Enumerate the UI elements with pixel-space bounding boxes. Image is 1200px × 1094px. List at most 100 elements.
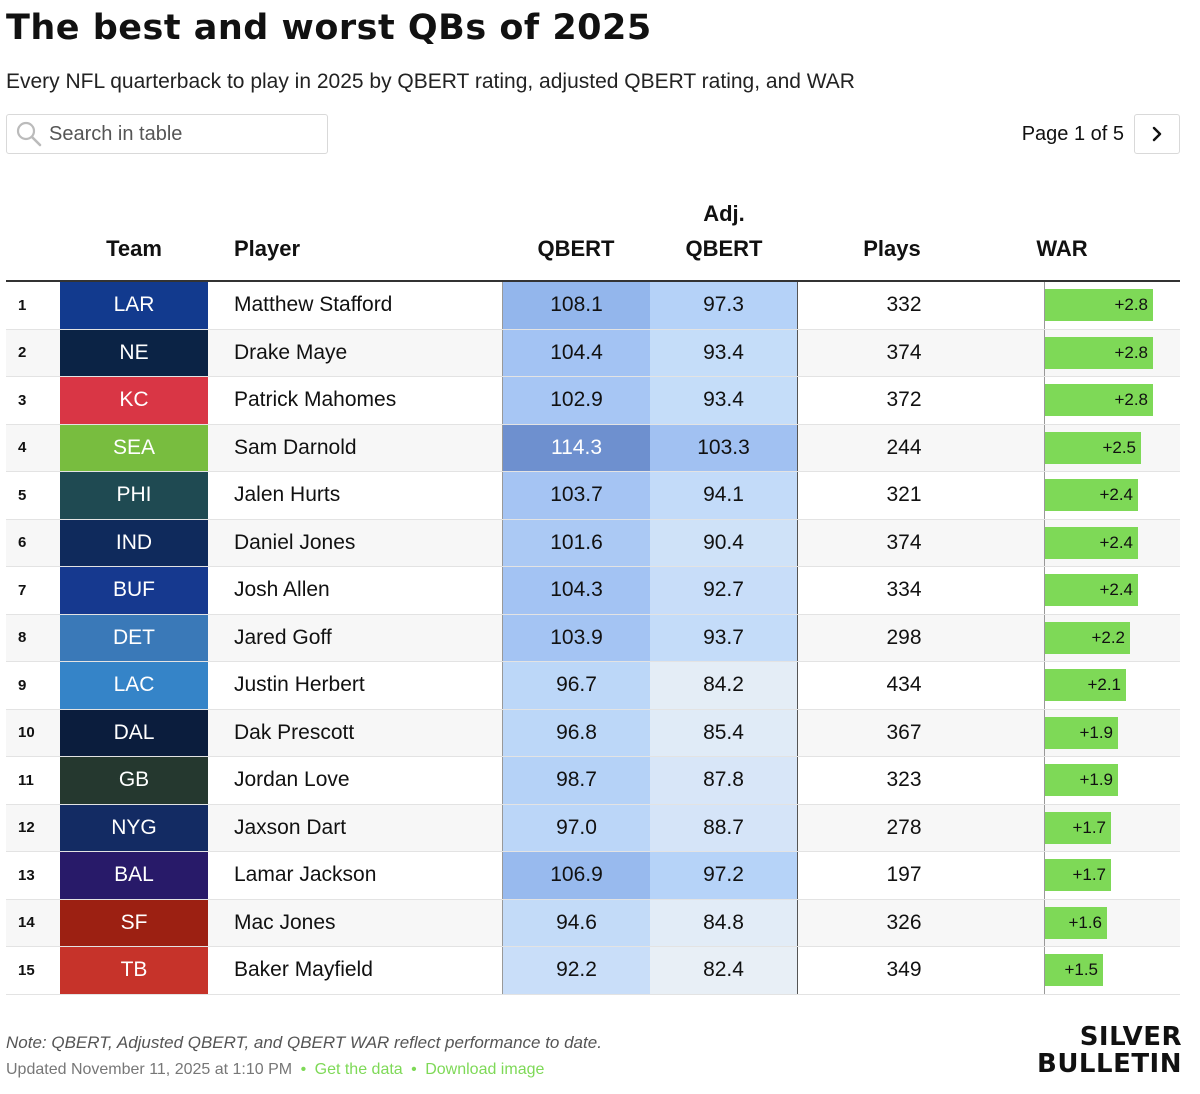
- adj-qbert-cell: 84.8: [650, 899, 798, 946]
- war-cell: +1.5: [1044, 947, 1180, 994]
- column-header-team[interactable]: Team: [106, 235, 162, 261]
- player-cell: Jared Goff: [234, 625, 332, 649]
- adj-qbert-cell: 94.1: [650, 472, 798, 519]
- war-bar: +2.8: [1045, 289, 1153, 322]
- war-bar: +2.8: [1045, 384, 1153, 417]
- player-cell: Justin Herbert: [234, 673, 365, 697]
- war-bar: +2.4: [1045, 479, 1138, 512]
- table-row: 15 TB Baker Mayfield 92.2 82.4 349 +1.5: [6, 947, 1180, 995]
- team-cell: BUF: [60, 567, 208, 614]
- war-cell: +2.8: [1044, 377, 1180, 424]
- column-header-war[interactable]: WAR: [1036, 235, 1088, 261]
- war-cell: +2.8: [1044, 329, 1180, 376]
- rank-cell: 7: [18, 581, 27, 599]
- rank-cell: 12: [18, 819, 35, 837]
- plays-cell: 332: [886, 293, 922, 317]
- rank-cell: 3: [18, 391, 27, 409]
- column-header-adj-line2: QBERT: [685, 235, 763, 261]
- column-header-qbert[interactable]: QBERT: [537, 235, 615, 261]
- get-data-link[interactable]: Get the data: [314, 1061, 403, 1078]
- player-cell: Baker Mayfield: [234, 958, 373, 982]
- column-header-adj-qbert[interactable]: Adj. QBERT: [650, 196, 798, 266]
- war-bar: +1.7: [1045, 859, 1111, 892]
- qbert-cell: 97.0: [502, 804, 650, 851]
- war-bar: +2.4: [1045, 526, 1138, 559]
- footnote: Note: QBERT, Adjusted QBERT, and QBERT W…: [6, 1033, 602, 1052]
- qbert-cell: 104.3: [502, 567, 650, 614]
- team-cell: LAR: [60, 282, 208, 329]
- adj-qbert-cell: 92.7: [650, 567, 798, 614]
- war-cell: +2.5: [1044, 424, 1180, 471]
- plays-cell: 334: [886, 578, 922, 602]
- page-indicator: Page 1 of 5: [1021, 122, 1124, 145]
- search-input[interactable]: [49, 122, 319, 146]
- rank-cell: 9: [18, 676, 27, 694]
- rank-cell: 8: [18, 629, 27, 647]
- table-header: Team Player QBERT Adj. QBERT Plays WAR: [6, 190, 1180, 282]
- plays-cell: 197: [886, 863, 922, 887]
- player-cell: Jalen Hurts: [234, 483, 341, 507]
- plays-cell: 323: [886, 768, 922, 792]
- plays-cell: 434: [886, 673, 922, 697]
- qbert-cell: 114.3: [502, 424, 650, 471]
- separator-dot: •: [411, 1061, 417, 1078]
- table-row: 9 LAC Justin Herbert 96.7 84.2 434 +2.1: [6, 662, 1180, 710]
- war-bar: +2.1: [1045, 669, 1126, 702]
- adj-qbert-cell: 97.2: [650, 852, 798, 899]
- column-header-plays[interactable]: Plays: [863, 235, 921, 261]
- adj-qbert-cell: 85.4: [650, 709, 798, 756]
- war-cell: +1.7: [1044, 852, 1180, 899]
- plays-cell: 374: [886, 340, 922, 364]
- player-cell: Jordan Love: [234, 768, 350, 792]
- rank-cell: 1: [18, 296, 27, 314]
- rank-cell: 2: [18, 344, 27, 362]
- rank-cell: 4: [18, 439, 27, 457]
- rank-cell: 15: [18, 961, 35, 979]
- qb-table: Team Player QBERT Adj. QBERT Plays WAR 1…: [6, 190, 1180, 995]
- next-page-button[interactable]: [1134, 114, 1180, 154]
- chevron-right-icon: [1152, 126, 1162, 142]
- team-cell: NE: [60, 329, 208, 376]
- silver-bulletin-logo: SILVER BULLETIN: [1037, 1024, 1182, 1078]
- war-bar: +2.4: [1045, 574, 1138, 607]
- rank-cell: 10: [18, 724, 35, 742]
- rank-cell: 5: [18, 486, 27, 504]
- adj-qbert-cell: 84.2: [650, 662, 798, 709]
- team-cell: PHI: [60, 472, 208, 519]
- rank-cell: 13: [18, 866, 35, 884]
- war-bar: +1.6: [1045, 906, 1107, 939]
- war-bar: +2.5: [1045, 431, 1141, 464]
- qbert-cell: 92.2: [502, 947, 650, 994]
- war-bar: +2.8: [1045, 336, 1153, 369]
- table-row: 3 KC Patrick Mahomes 102.9 93.4 372 +2.8: [6, 377, 1180, 425]
- war-bar: +2.2: [1045, 621, 1130, 654]
- qbert-cell: 103.7: [502, 472, 650, 519]
- war-bar: +1.7: [1045, 811, 1111, 844]
- player-cell: Lamar Jackson: [234, 863, 377, 887]
- war-cell: +1.9: [1044, 757, 1180, 804]
- player-cell: Daniel Jones: [234, 530, 356, 554]
- player-cell: Jaxson Dart: [234, 815, 347, 839]
- table-row: 12 NYG Jaxson Dart 97.0 88.7 278 +1.7: [6, 804, 1180, 852]
- qbert-cell: 101.6: [502, 519, 650, 566]
- team-cell: DAL: [60, 709, 208, 756]
- plays-cell: 372: [886, 388, 922, 412]
- war-cell: +2.4: [1044, 519, 1180, 566]
- adj-qbert-cell: 87.8: [650, 757, 798, 804]
- pagination: Page 1 of 5: [1022, 114, 1180, 154]
- adj-qbert-cell: 103.3: [650, 424, 798, 471]
- updated-line: Updated November 11, 2025 at 1:10 PM • G…: [6, 1061, 544, 1079]
- adj-qbert-cell: 88.7: [650, 804, 798, 851]
- adj-qbert-cell: 90.4: [650, 519, 798, 566]
- war-cell: +2.4: [1044, 567, 1180, 614]
- team-cell: TB: [60, 947, 208, 994]
- column-header-player[interactable]: Player: [234, 235, 301, 261]
- qbert-cell: 96.8: [502, 709, 650, 756]
- search-box[interactable]: [6, 114, 328, 154]
- war-cell: +2.1: [1044, 662, 1180, 709]
- download-image-link[interactable]: Download image: [425, 1061, 545, 1078]
- war-cell: +1.6: [1044, 899, 1180, 946]
- war-bar: +1.9: [1045, 764, 1118, 797]
- war-cell: +2.8: [1044, 282, 1180, 329]
- team-cell: IND: [60, 519, 208, 566]
